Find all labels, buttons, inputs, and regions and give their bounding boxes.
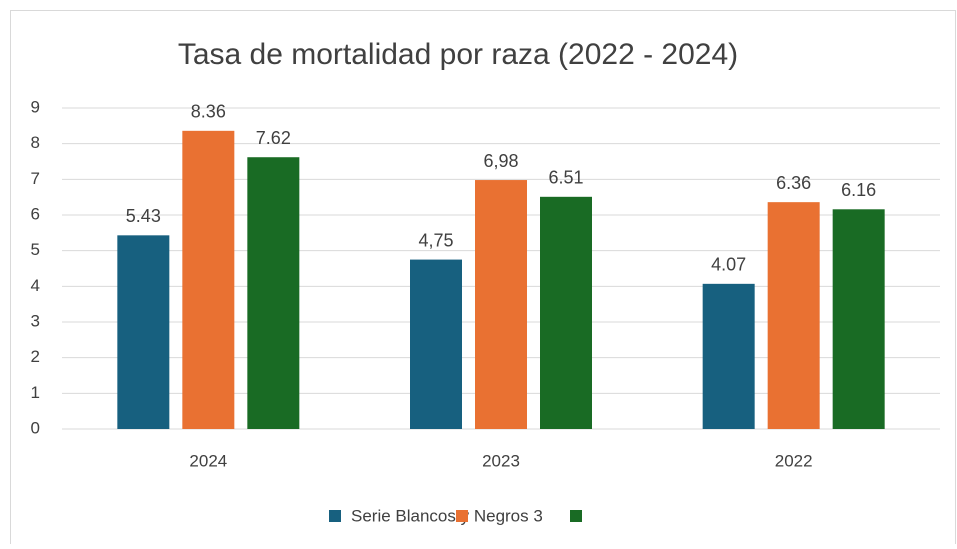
bar [832, 209, 885, 429]
data-label: 4.07 [711, 255, 746, 275]
data-label: 6.16 [841, 180, 876, 200]
y-tick-label: 4 [31, 276, 40, 295]
bar [540, 196, 592, 429]
y-tick-label: 1 [31, 383, 40, 402]
bar [702, 283, 755, 429]
y-tick-label: 5 [31, 240, 40, 259]
legend-swatch [329, 510, 341, 522]
data-label: 4,75 [418, 230, 453, 250]
legend-swatch [570, 510, 582, 522]
y-tick-label: 2 [31, 347, 40, 366]
data-label: 8.36 [191, 102, 226, 122]
x-tick-label: 2024 [189, 451, 227, 470]
y-tick-label: 6 [31, 204, 40, 223]
bar [247, 157, 300, 429]
legend-text: Serie Blancos y Negros 3 [351, 506, 543, 525]
chart-title: Tasa de mortalidad por raza (2022 - 2024… [178, 38, 738, 71]
bar [117, 235, 170, 429]
bar [767, 202, 820, 429]
y-tick-label: 9 [31, 97, 40, 116]
data-label: 7.62 [256, 128, 291, 148]
x-tick-label: 2023 [482, 451, 520, 470]
legend-swatch [456, 510, 468, 522]
bar [475, 180, 527, 429]
data-label: 6.51 [548, 168, 583, 188]
y-tick-label: 0 [31, 418, 40, 437]
x-tick-label: 2022 [775, 451, 813, 470]
data-label: 6,98 [483, 151, 518, 171]
y-tick-label: 3 [31, 311, 40, 330]
data-label: 5.43 [126, 206, 161, 226]
bar [410, 259, 462, 429]
y-tick-label: 7 [31, 169, 40, 188]
y-tick-label: 8 [31, 133, 40, 152]
data-label: 6.36 [776, 173, 811, 193]
bar [182, 130, 235, 429]
